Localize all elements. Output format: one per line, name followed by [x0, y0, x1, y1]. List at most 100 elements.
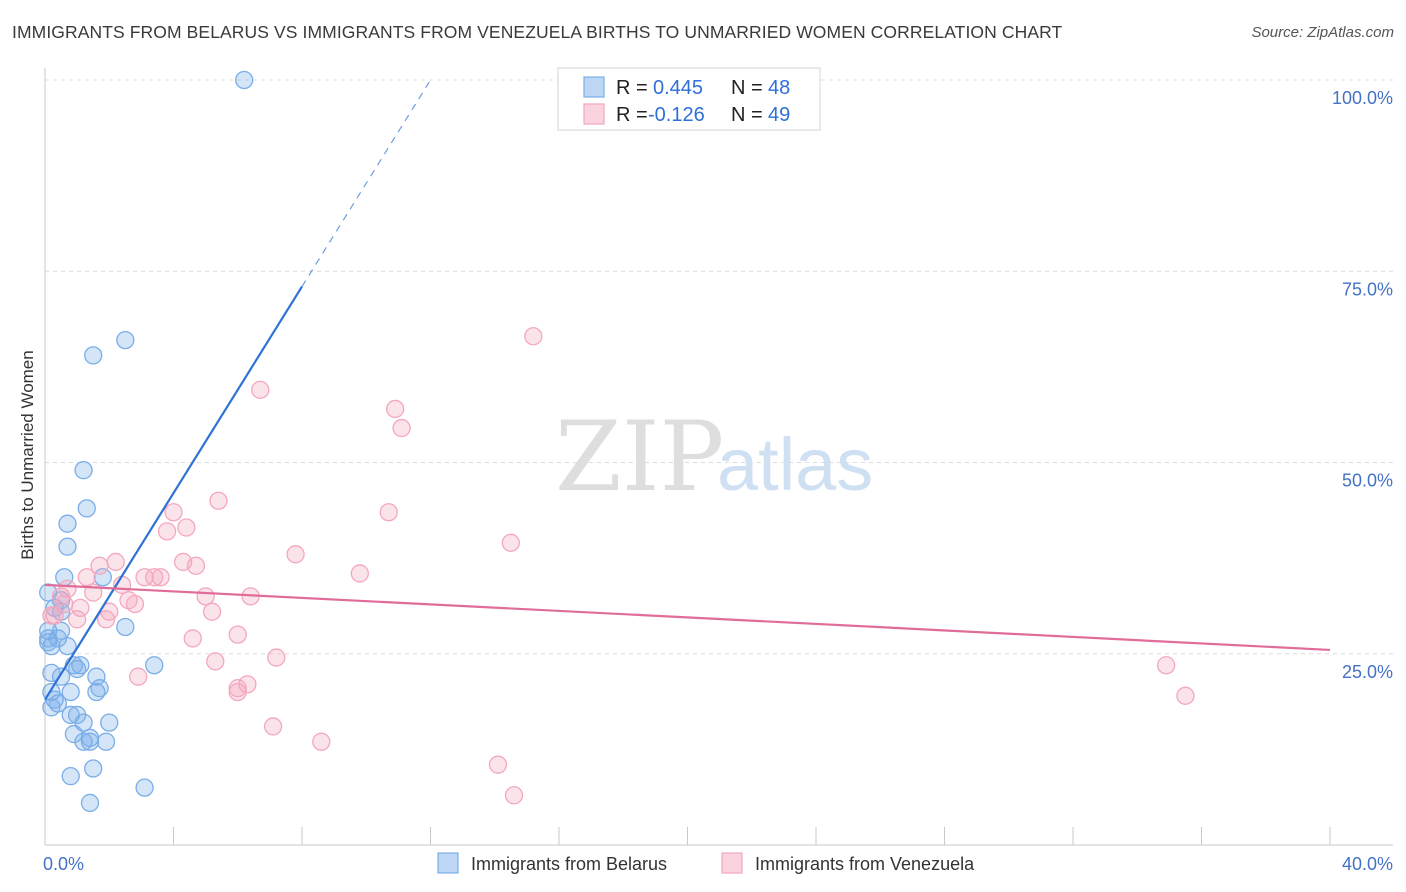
stats-r-value: 0.445	[653, 77, 703, 99]
venezuela-point	[286, 545, 305, 564]
belarus-point	[84, 346, 103, 365]
series-legend: Immigrants from Belarus Immigrants from V…	[437, 852, 975, 874]
series-legend-label: Immigrants from Belarus	[471, 854, 667, 874]
belarus-point	[42, 663, 61, 683]
venezuela-point	[209, 491, 228, 510]
stats-n-label: N =	[731, 104, 763, 126]
belarus-point	[84, 759, 103, 778]
belarus-point	[61, 767, 80, 786]
venezuela-point	[42, 606, 61, 625]
venezuela-point	[67, 610, 87, 629]
series-legend-swatch	[437, 852, 459, 874]
belarus-trend-line	[44, 285, 303, 701]
venezuela-point	[135, 568, 154, 587]
belarus-point	[145, 656, 164, 675]
venezuela-point	[379, 503, 398, 522]
venezuela-point	[228, 625, 247, 644]
y-tick-labels: 25.0% 50.0% 75.0% 100.0%	[1332, 88, 1393, 682]
venezuela-point	[267, 648, 286, 667]
venezuela-point	[228, 679, 247, 698]
venezuela-point	[488, 755, 508, 774]
belarus-point	[135, 778, 154, 797]
y-tick-label: 75.0%	[1342, 279, 1393, 299]
belarus-point	[58, 636, 77, 656]
y-tick-label: 50.0%	[1342, 471, 1393, 491]
grid-lines	[45, 79, 1393, 655]
belarus-point	[100, 713, 119, 732]
venezuela-point	[1176, 686, 1195, 705]
belarus-point	[80, 793, 100, 813]
stats-r-label: R =	[616, 77, 648, 99]
stats-r-value: -0.126	[648, 104, 705, 126]
venezuela-point	[71, 598, 90, 617]
x-tick-labels: 0.0% 40.0%	[43, 854, 1393, 874]
stats-legend-swatch	[583, 103, 605, 125]
series-legend-swatch	[721, 852, 743, 874]
belarus-point	[235, 70, 254, 90]
venezuela-point	[196, 587, 215, 606]
venezuela-point	[129, 667, 148, 686]
venezuela-point	[151, 568, 170, 587]
belarus-point	[39, 629, 58, 648]
trend-lines	[44, 79, 1331, 701]
belarus-point	[58, 537, 77, 556]
venezuela-point	[251, 380, 270, 399]
belarus-point	[87, 667, 106, 686]
venezuela-point	[157, 522, 177, 541]
chart-source: Source: ZipAtlas.com	[1251, 24, 1394, 41]
venezuela-point	[90, 556, 109, 575]
belarus-point	[96, 732, 116, 751]
venezuela-point	[96, 610, 116, 629]
venezuela-point	[206, 652, 225, 671]
y-axis-label: Births to Unmarried Women	[18, 350, 37, 559]
belarus-point	[80, 732, 100, 751]
venezuela-point	[164, 503, 183, 522]
venezuela-point	[125, 594, 145, 614]
stats-n-value: 49	[768, 104, 790, 126]
venezuela-point	[263, 717, 283, 736]
venezuela-point	[392, 418, 411, 438]
venezuela-trend-line	[44, 583, 1331, 652]
y-tick-label: 100.0%	[1332, 88, 1393, 108]
venezuela-point	[183, 629, 202, 648]
stats-legend: R = 0.445 N = 48 R = -0.126 N = 49	[557, 67, 821, 131]
belarus-point	[61, 682, 80, 702]
stats-legend-swatch	[583, 76, 605, 98]
belarus-point	[74, 460, 93, 480]
data-points	[39, 70, 1195, 813]
belarus-point	[116, 617, 135, 637]
series-legend-label: Immigrants from Venezuela	[755, 854, 975, 874]
venezuela-point	[77, 568, 96, 587]
venezuela-point	[501, 533, 520, 552]
belarus-point	[67, 659, 87, 679]
watermark-atlas: atlas	[717, 423, 873, 506]
venezuela-point	[145, 568, 164, 587]
venezuela-point	[386, 399, 405, 419]
belarus-point	[116, 330, 135, 350]
venezuela-point	[312, 732, 331, 751]
venezuela-point	[504, 786, 524, 805]
venezuela-point	[186, 556, 206, 575]
y-tick-label: 25.0%	[1342, 662, 1393, 682]
axes	[44, 68, 1393, 846]
venezuela-point	[1157, 656, 1176, 675]
stats-n-label: N =	[731, 77, 763, 99]
venezuela-point	[524, 327, 543, 346]
watermark: ZIP atlas	[555, 401, 873, 513]
venezuela-point	[238, 675, 257, 694]
belarus-point	[58, 514, 77, 533]
venezuela-point	[350, 564, 369, 583]
belarus-point	[90, 679, 109, 698]
chart-title: IMMIGRANTS FROM BELARUS VS IMMIGRANTS FR…	[12, 22, 1063, 42]
belarus-point	[74, 732, 93, 751]
x-tick-label: 40.0%	[1342, 854, 1393, 874]
venezuela-point	[177, 518, 196, 537]
venezuela-point	[106, 552, 125, 572]
watermark-zip: ZIP	[555, 401, 724, 513]
belarus-trend-extension	[301, 79, 432, 287]
belarus-point	[42, 698, 61, 717]
venezuela-point	[202, 602, 222, 621]
stats-r-label: R =	[616, 104, 648, 126]
belarus-point	[93, 568, 112, 587]
